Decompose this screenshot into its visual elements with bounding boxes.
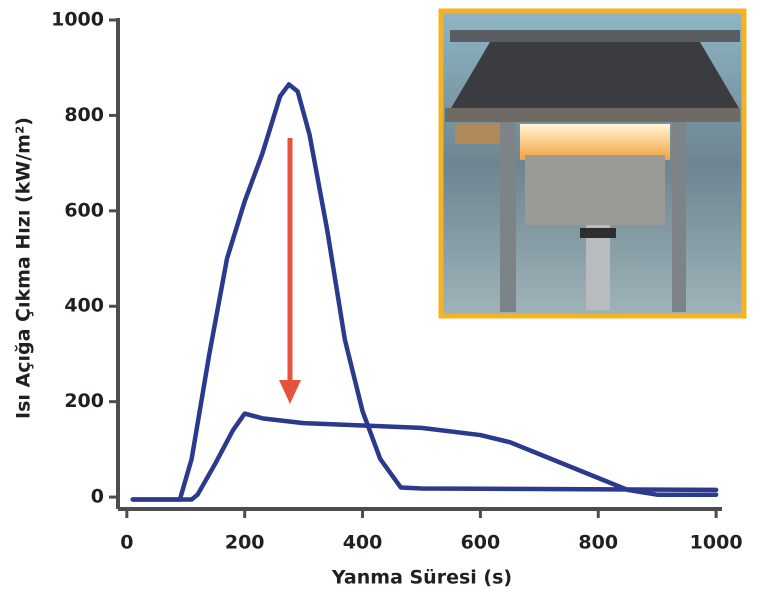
y-tick-label: 600	[64, 199, 104, 221]
data-line	[130, 82, 719, 502]
y-tick-label: 1000	[51, 9, 104, 31]
y-tick-label: 200	[64, 390, 104, 412]
inset-border	[438, 8, 747, 319]
y-tick-label: 400	[64, 295, 104, 317]
y-axis-title: Isı Açığa Çıkma Hızı (kW/m²)	[13, 117, 35, 419]
x-tick-label: 200	[225, 532, 265, 554]
arrow	[279, 138, 301, 404]
y-tick-label: 800	[64, 104, 104, 126]
data-line	[130, 411, 719, 502]
x-tick-label: 400	[343, 532, 383, 554]
x-tick-label: 600	[461, 532, 501, 554]
y-tick-label: 0	[91, 486, 104, 508]
inset-photo	[441, 11, 744, 316]
x-axis-title: Yanma Süresi (s)	[331, 567, 512, 589]
x-tick-label: 800	[578, 532, 618, 554]
x-tick-label: 0	[120, 532, 133, 554]
x-tick-label: 1000	[690, 532, 743, 554]
